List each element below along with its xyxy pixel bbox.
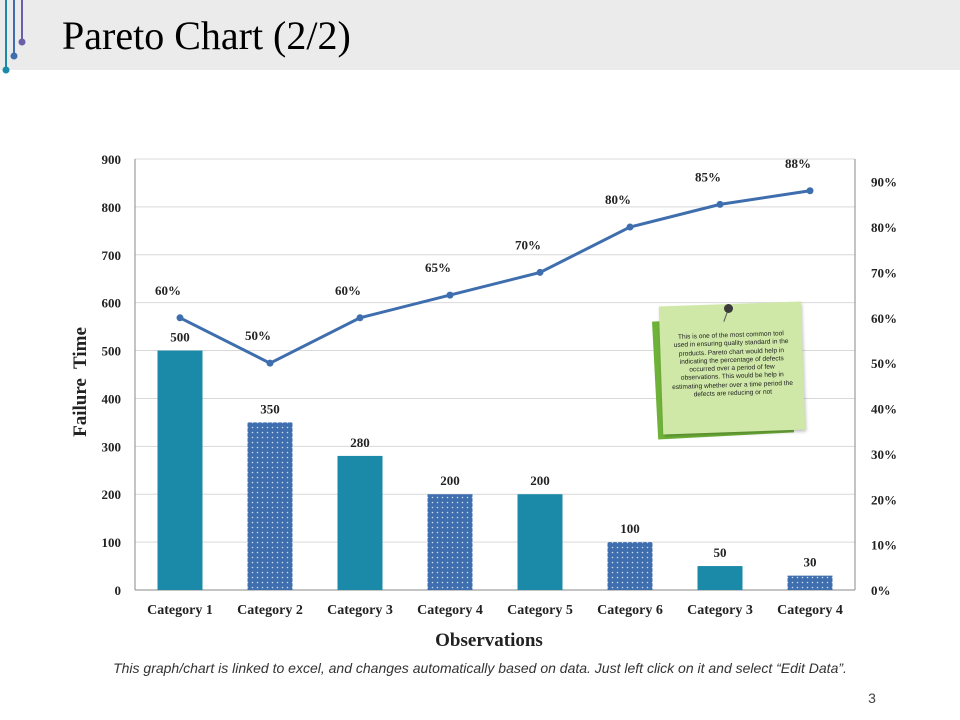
x-tick-label: Category 3 [327, 603, 393, 618]
bar-data-label: 200 [530, 473, 550, 488]
x-axis-title: Observations [435, 630, 543, 651]
line-point [446, 291, 454, 299]
y2-tick-label: 30% [871, 447, 897, 462]
x-tick-label: Category 1 [147, 603, 213, 618]
line-point [806, 187, 814, 195]
sticky-note: This is one of the most common tool used… [652, 301, 806, 440]
line-data-label: 60% [335, 283, 361, 298]
y-tick-label: 900 [102, 152, 122, 167]
bar-data-label: 350 [260, 401, 280, 416]
bar [517, 494, 563, 590]
x-tick-label: Category 2 [237, 603, 303, 618]
x-tick-label: Category 4 [777, 603, 843, 618]
y-tick-label: 200 [102, 487, 122, 502]
sticky-note-text: This is one of the most common tool used… [672, 330, 794, 399]
slide-title: Pareto Chart (2/2) [62, 13, 351, 58]
line-point [176, 314, 184, 322]
bar [427, 494, 473, 590]
decorative-lines-icon [2, 0, 26, 74]
line-data-label: 88% [785, 156, 811, 171]
x-tick-label: Category 3 [687, 603, 753, 618]
bar-data-label: 500 [170, 330, 190, 345]
y-tick-label: 600 [102, 296, 122, 311]
y-tick-label: 700 [102, 248, 122, 263]
bar-data-label: 100 [620, 521, 640, 536]
y-axis-title: Failure Time [70, 327, 91, 437]
bar [787, 575, 833, 590]
title-bar [0, 0, 960, 70]
x-tick-label: Category 6 [597, 603, 663, 618]
line-point [626, 223, 634, 231]
line-data-label: 80% [605, 192, 631, 207]
y-tick-label: 300 [102, 439, 122, 454]
line-data-label: 50% [245, 328, 271, 343]
sticky-note-paper: This is one of the most common tool used… [658, 301, 806, 435]
y-tick-label: 800 [102, 200, 122, 215]
bar-data-label: 200 [440, 473, 460, 488]
bar [157, 350, 203, 590]
y-tick-label: 500 [102, 344, 122, 359]
bar [337, 455, 383, 590]
bar [697, 566, 743, 590]
pin-icon [724, 304, 733, 313]
line-data-label: 85% [695, 169, 721, 184]
y-tick-label: 0 [115, 583, 122, 598]
bar [607, 542, 653, 590]
y2-tick-label: 80% [871, 220, 897, 235]
line-data-label: 60% [155, 283, 181, 298]
line-point [716, 200, 724, 208]
x-tick-label: Category 5 [507, 603, 573, 618]
y2-tick-label: 50% [871, 356, 897, 371]
line-data-label: 65% [425, 260, 451, 275]
y2-tick-label: 40% [871, 402, 897, 417]
bar-data-label: 280 [350, 435, 370, 450]
line-point [266, 359, 274, 367]
cumulative-line [179, 189, 811, 365]
footer-note: This graph/chart is linked to excel, and… [113, 660, 847, 676]
page-number: 3 [868, 690, 876, 706]
bar [247, 422, 293, 590]
x-tick-label: Category 4 [417, 603, 483, 618]
y-tick-label: 100 [102, 535, 122, 550]
bar-data-label: 30 [804, 555, 817, 570]
y2-tick-label: 70% [871, 265, 897, 280]
line-point [536, 268, 544, 276]
y2-tick-label: 10% [871, 538, 897, 553]
y-tick-label: 400 [102, 391, 122, 406]
line-data-label: 70% [515, 237, 541, 252]
y2-tick-label: 60% [871, 311, 897, 326]
y2-tick-label: 20% [871, 492, 897, 507]
bar-data-label: 50 [714, 545, 727, 560]
y2-tick-label: 0% [871, 583, 891, 598]
line-point [356, 314, 364, 322]
y2-tick-label: 90% [871, 175, 897, 190]
